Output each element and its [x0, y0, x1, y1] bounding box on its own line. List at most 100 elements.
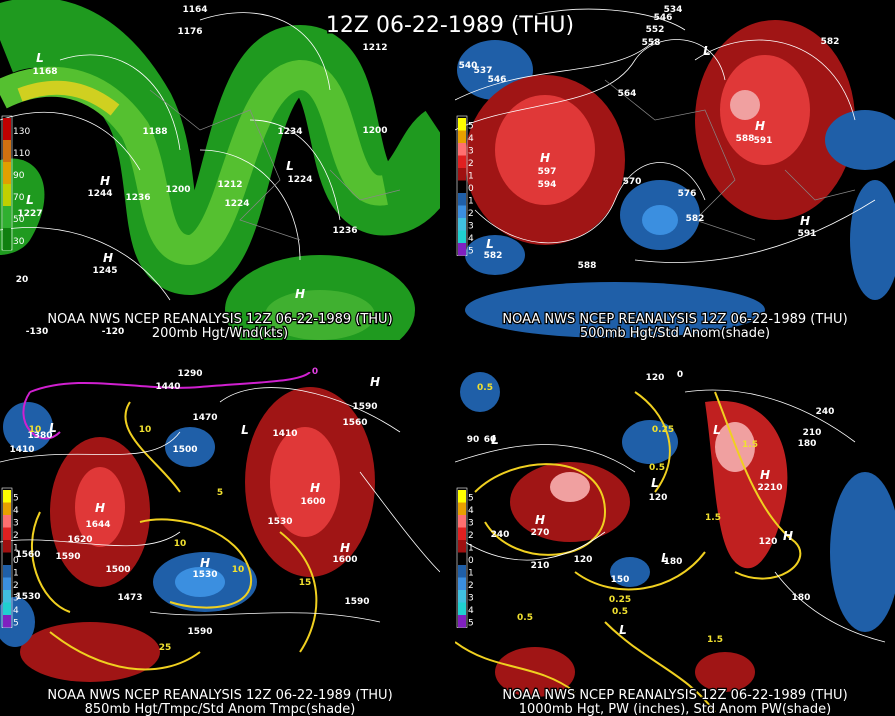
legend-swatch	[458, 490, 466, 503]
contour-label: 1530	[192, 570, 217, 580]
contour-label: 576	[678, 189, 697, 199]
legend-label: 2	[468, 209, 474, 219]
panel-subcaption: 850mb Hgt/Tmpc/Std Anom Tmpc(shade)	[85, 702, 356, 716]
legend-swatch	[3, 140, 11, 162]
freezing-line	[22, 372, 311, 440]
positive-anomaly	[270, 427, 340, 537]
contour-label: 1590	[352, 402, 377, 412]
contour-label: 1410	[9, 445, 34, 455]
legend-label: 4	[468, 134, 474, 144]
legend-label: 3	[468, 519, 474, 529]
contour-label: 1164	[182, 5, 207, 15]
pressure-center: H	[370, 375, 380, 389]
legend-swatch	[3, 540, 11, 553]
contour-label: 240	[816, 407, 835, 417]
legend-label: 5	[468, 619, 474, 629]
contour-label: 537	[474, 66, 493, 76]
legend-label: 3	[468, 222, 474, 232]
legend-label: 3	[468, 594, 474, 604]
panel-caption: NOAA NWS NCEP REANALYSIS 12Z 06-22-1989 …	[47, 688, 392, 703]
pressure-center: H	[540, 151, 550, 165]
contour-label: 1410	[272, 429, 297, 439]
contour-label: 582	[484, 251, 503, 261]
contour-label: 540	[459, 61, 478, 71]
pressure-center: H	[783, 529, 793, 543]
legend-label: 90	[13, 171, 25, 181]
contour-label: 1620	[67, 535, 92, 545]
contour-label: 1500	[105, 565, 130, 575]
pressure-center: H	[200, 556, 210, 570]
panel-200mb: 130 110 90 70 50 30 1164 1176 1212 L 1168 1188 1234 1…	[0, 0, 440, 342]
pressure-center: L	[651, 476, 659, 490]
contour-label: 0.5	[517, 613, 533, 623]
legend-swatch	[458, 168, 466, 181]
positive-anomaly	[730, 90, 760, 120]
legend-swatch	[3, 162, 11, 184]
contour-label: 120	[646, 373, 665, 383]
legend-swatch	[458, 218, 466, 231]
legend-swatch	[458, 602, 466, 615]
negative-anomaly	[825, 110, 895, 170]
contour-label: 1224	[224, 199, 249, 209]
contour-label: 1200	[165, 185, 190, 195]
pressure-center: H	[295, 287, 305, 301]
contour-label: 1212	[362, 43, 387, 53]
legend-label: 3	[13, 594, 19, 604]
pressure-center: H	[95, 501, 105, 515]
legend-swatch	[3, 118, 11, 140]
contour-label: 0.5	[612, 607, 628, 617]
pressure-center: L	[241, 423, 249, 437]
negative-anomaly	[622, 420, 678, 464]
pressure-center: H	[760, 468, 770, 482]
contour-label: 1530	[267, 517, 292, 527]
contour-label: 588	[736, 134, 755, 144]
contour-label: 120	[759, 537, 778, 547]
pressure-center: H	[103, 251, 113, 265]
negative-anomaly	[850, 180, 895, 300]
legend-label: 110	[13, 149, 30, 159]
contour-label: 1600	[300, 497, 325, 507]
legend-swatch	[3, 615, 11, 628]
contour-label: -120	[102, 327, 125, 337]
legend-swatch	[3, 590, 11, 603]
green-area	[0, 158, 45, 255]
jet-max	[17, 80, 120, 116]
pw-contour	[455, 391, 802, 713]
height-contour	[455, 8, 876, 263]
legend-swatch	[3, 565, 11, 578]
contour-label: 1380	[27, 431, 52, 441]
legend-swatch	[458, 515, 466, 528]
legend-swatch	[458, 180, 466, 193]
panel-caption: NOAA NWS NCEP REANALYSIS 12Z 06-22-1989 …	[502, 688, 847, 703]
legend-swatch	[458, 118, 466, 131]
contour-label: 582	[686, 214, 705, 224]
contour-label: 594	[538, 180, 557, 190]
contour-label: 60	[484, 435, 497, 445]
panel-subcaption: 200mb Hgt/Wnd(kts)	[152, 326, 288, 341]
positive-anomaly	[550, 472, 590, 502]
contour-label: 210	[531, 561, 550, 571]
legend-swatch	[3, 206, 11, 228]
legend-label: 2	[468, 159, 474, 169]
positive-anomaly	[720, 55, 810, 165]
contour-label: 120	[649, 493, 668, 503]
legend-swatch	[458, 565, 466, 578]
contour-label: 1.5	[742, 440, 758, 450]
legend-swatch	[458, 243, 466, 256]
legend-label: 0	[468, 184, 474, 194]
contour-label: 1236	[332, 226, 357, 236]
legend-label: 1	[13, 569, 19, 579]
panel-500mb: 54321012345534546552558L540537546564582H…	[455, 0, 895, 342]
contour-label: 534	[664, 5, 683, 15]
legend-swatch	[3, 502, 11, 515]
legend-label: 5	[13, 494, 19, 504]
pressure-center: L	[49, 421, 57, 435]
coastline	[149, 89, 401, 241]
contour-label: 582	[821, 37, 840, 47]
pressure-center: L	[286, 159, 294, 173]
legend-label: 130	[13, 127, 30, 137]
contour-label: 0.25	[652, 425, 674, 435]
legend-swatch	[458, 552, 466, 565]
positive-anomaly	[20, 622, 160, 682]
